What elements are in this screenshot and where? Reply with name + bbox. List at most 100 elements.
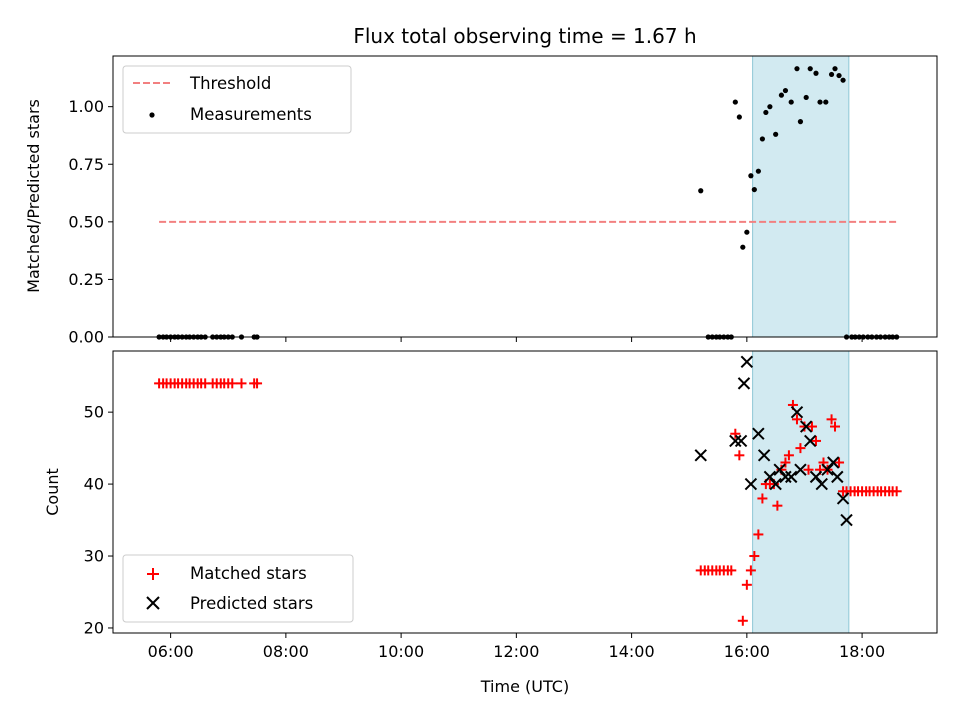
predicted-star-point [694,449,707,462]
predicted-star-point [840,513,853,527]
matched-star-point [780,457,791,468]
predicted-star-point [737,377,751,390]
top-axes-frame [112,55,938,338]
matched-star-point [734,450,745,461]
predicted-star-point [799,420,813,433]
matched-star-point [236,378,247,389]
predicted-star-point [790,405,804,419]
measurement-point [782,87,789,94]
predicted-star-point [773,463,786,476]
matched-star-point [795,443,806,454]
matched-star-point [791,414,802,425]
top-legend-box [122,65,352,134]
top-x-ticks [170,337,863,342]
predicted-star-point [809,470,823,484]
predicted-star-point [734,434,748,448]
bottom-x-tick-label: 08:00 [263,642,309,661]
matched-star-point [772,500,783,511]
measurement-point [836,72,842,79]
bottom-x-tick-label: 10:00 [378,642,424,661]
predicted-legend-swatch [146,596,160,610]
top-y-tick-label: 0.50 [68,212,104,231]
bottom-y-tick-label: 40 [84,475,104,494]
measurement-point [763,109,769,116]
measurement-point [755,168,761,174]
x-axis-label: Time (UTC) [480,677,569,696]
top-panel: 0.00 0.25 0.50 0.75 1.00 Matched/Predicted s… [24,55,938,347]
measurement-point [794,66,800,72]
measurement-point [813,70,819,76]
bottom-shaded-span [752,350,850,634]
top-y-tick-label: 0.00 [68,328,104,347]
predicted-star-point [779,470,792,484]
top-y-axis-label: Matched/Predicted stars [24,99,43,293]
predicted-star-point [744,477,758,491]
top-legend: Threshold Measurements [122,65,352,134]
bottom-y-tick-label: 20 [84,618,104,637]
measurement-point [817,99,823,105]
measurement-point [698,188,704,194]
measurement-point [807,66,813,72]
matched-star-point [252,378,263,389]
predicted-star-point [804,434,817,448]
measurement-point [767,104,773,110]
bottom-axes-frame [112,350,938,634]
bottom-x-tick-label: 18:00 [839,642,885,661]
predicted-star-point [757,449,771,462]
measurement-point [778,92,785,98]
bottom-y-ticks: 20 30 40 50 [84,403,113,637]
matched-star-point [891,486,902,497]
measurement-point [759,136,766,142]
bottom-y-tick-label: 30 [84,547,104,566]
predicted-star-point [785,470,798,484]
bottom-x-tick-label: 12:00 [493,642,539,661]
measurement-point [751,186,757,193]
predicted-star-point [794,463,807,476]
matched-star-point [830,421,841,432]
predicted-star-points [694,355,853,527]
matched-star-point [783,450,794,461]
measurement-point [748,173,754,179]
matched-legend-swatch [147,568,159,580]
predicted-star-point [821,463,834,476]
predicted-star-point [740,355,754,368]
bottom-x-tick-label: 06:00 [148,642,194,661]
measurement-point [840,77,846,83]
measurement-point [740,244,746,250]
bottom-legend-box [122,554,354,623]
predicted-star-point [769,477,782,491]
matched-star-point [745,565,756,576]
measurement-point [832,66,838,72]
predicted-legend-label: Predicted stars [190,594,313,613]
bottom-x-tick-label: 14:00 [609,642,655,661]
top-y-tick-label: 1.00 [68,97,104,116]
measurements-legend-label: Measurements [190,105,312,124]
top-shaded-span [752,55,850,338]
top-y-tick-label: 0.25 [68,270,104,289]
matched-star-point [806,421,817,432]
measurements-legend-swatch [149,112,155,118]
predicted-star-point [836,492,850,505]
measurement-point [797,119,804,125]
predicted-star-point [763,470,777,484]
bottom-x-ticks: 06:00 08:00 10:00 12:00 14:00 16:00 18:00 [148,633,885,661]
measurement-point [788,99,794,105]
bottom-legend: Matched stars Predicted stars [122,554,354,623]
measurement-point [773,131,779,137]
matched-star-point [741,579,752,590]
measurement-point [803,94,809,101]
measurement-point [732,99,738,105]
matched-star-point [753,529,764,540]
matched-legend-label: Matched stars [190,564,307,583]
matched-star-point [227,378,238,389]
predicted-star-point [729,434,742,448]
bottom-x-tick-label: 16:00 [724,642,770,661]
matched-star-point [826,414,837,425]
top-y-tick-label: 0.75 [68,155,104,174]
bottom-y-axis-label: Count [43,468,62,516]
matched-star-point [810,435,821,446]
matched-star-point [737,615,748,626]
predicted-star-point [831,470,844,484]
matched-star-point [803,464,814,475]
chart-title: Flux total observing time = 1.67 h [353,24,696,48]
